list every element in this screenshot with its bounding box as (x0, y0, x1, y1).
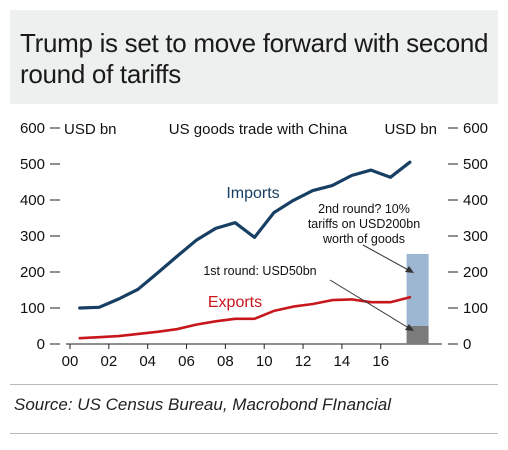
chart-subtitle: US goods trade with China (169, 121, 348, 138)
y-axis-label-right: USD bn (384, 121, 437, 138)
y-tick-label-right: 0 (463, 336, 471, 353)
annotation-second-round: 2nd round? 10% tariffs on USD200bn worth o… (308, 202, 420, 246)
y-tick-label-right: 300 (463, 228, 488, 245)
y-tick-label-left: 600 (20, 120, 45, 137)
source-note: Source: US Census Bureau, Macrobond FIna… (14, 395, 392, 414)
annotation-second-round-line: tariffs on USD200bn (308, 217, 420, 231)
y-tick-label-right: 200 (463, 264, 488, 281)
y-tick-label-left: 300 (20, 228, 45, 245)
y-axis-label-left: USD bn (64, 121, 117, 138)
y-tick-label-left: 100 (20, 300, 45, 317)
x-tick-label: 04 (139, 353, 156, 370)
x-tick-label: 02 (100, 353, 117, 370)
series-line-exports (78, 295, 412, 340)
y-tick-label-right: 600 (463, 120, 488, 137)
annotation-first-round: 1st round: USD50bn (203, 264, 316, 278)
y-tick-label-right: 500 (463, 156, 488, 173)
x-tick-label: 06 (178, 353, 195, 370)
y-tick-label-left: 200 (20, 264, 45, 281)
title-banner: Trump is set to move forward with second… (10, 10, 498, 104)
chart-labels: US goods trade with China USD bn USD bn … (64, 121, 437, 331)
x-tick-label: 08 (217, 353, 234, 370)
series-lines (78, 160, 412, 340)
chart-title: Trump is set to move forward with second… (20, 28, 489, 89)
source-divider (10, 384, 498, 385)
y-tick-label-left: 0 (37, 336, 45, 353)
series-line-imports (78, 160, 412, 310)
x-tick-label: 10 (256, 353, 273, 370)
annotation-second-round-line: worth of goods (322, 232, 405, 246)
x-tick-label: 00 (62, 353, 79, 370)
series-label-exports: Exports (208, 294, 262, 311)
series-label-imports: Imports (226, 185, 279, 202)
y-tick-label-left: 400 (20, 192, 45, 209)
annotation-arrow-second-round (362, 244, 413, 273)
x-tick-label: 14 (334, 353, 351, 370)
annotation-second-round-line: 2nd round? 10% (318, 202, 410, 216)
y-tick-label-right: 100 (463, 300, 488, 317)
annotation-arrowhead-second-round (405, 266, 414, 273)
x-tick-label: 12 (295, 353, 312, 370)
bottom-rule (10, 433, 498, 434)
tariff-bar-segment-2 (406, 254, 429, 326)
y-tick-label-left: 500 (20, 156, 45, 173)
x-tick-label: 16 (372, 353, 389, 370)
y-tick-label-right: 400 (463, 192, 488, 209)
annotation-arrowhead-first-round (405, 324, 414, 331)
annotation-arrow-first-round (329, 279, 413, 331)
